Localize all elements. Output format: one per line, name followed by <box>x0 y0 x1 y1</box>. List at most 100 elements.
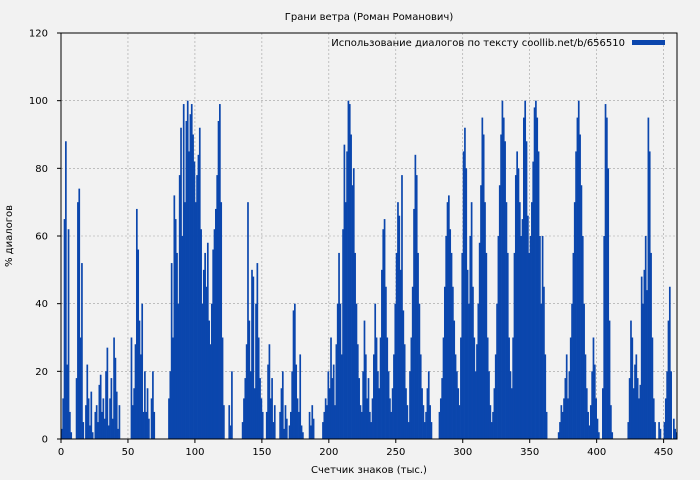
bar <box>130 337 133 439</box>
bar <box>492 411 494 439</box>
bar <box>513 252 516 439</box>
bar <box>356 344 359 439</box>
bar <box>557 432 560 439</box>
bar <box>172 337 174 439</box>
bar <box>445 236 448 439</box>
bar <box>421 388 423 439</box>
bar <box>347 100 350 440</box>
bar <box>466 269 469 439</box>
bar <box>387 371 390 439</box>
bar <box>106 347 109 439</box>
bar <box>635 354 638 439</box>
bar <box>391 388 394 439</box>
bar <box>350 134 352 439</box>
y-axis-ticks: 0 20 40 60 80 100 120 <box>29 29 61 446</box>
bar <box>596 418 599 439</box>
bar <box>374 303 377 439</box>
bar <box>533 107 536 440</box>
bar <box>565 354 568 439</box>
bar <box>413 208 415 439</box>
bar <box>216 175 219 439</box>
bar <box>133 388 135 439</box>
bar <box>78 188 81 439</box>
bar <box>501 100 504 440</box>
bar <box>248 320 251 439</box>
bar <box>496 303 498 439</box>
bar <box>427 371 430 439</box>
bar <box>243 398 245 439</box>
y-tick-label: 60 <box>35 232 48 243</box>
bar <box>244 378 247 439</box>
bar <box>339 303 342 439</box>
bar <box>346 151 348 440</box>
bar <box>382 229 385 439</box>
bar <box>131 405 134 439</box>
x-tick-label: 300 <box>453 447 472 458</box>
bar <box>482 134 485 439</box>
bar <box>185 120 188 439</box>
bar <box>529 236 532 439</box>
bar <box>577 100 580 440</box>
bar <box>284 405 287 439</box>
bar <box>265 411 268 439</box>
bar <box>607 168 610 439</box>
bar <box>181 236 184 439</box>
bar <box>610 405 612 439</box>
bar <box>220 202 223 439</box>
bar <box>508 337 510 439</box>
bar <box>497 236 500 439</box>
bar <box>485 252 488 439</box>
y-tick-label: 0 <box>42 435 48 446</box>
bar <box>363 320 366 439</box>
bar <box>279 411 281 439</box>
bar <box>425 411 427 439</box>
bar <box>564 378 567 439</box>
bar <box>134 344 137 439</box>
bar <box>89 425 91 439</box>
bar <box>448 195 450 439</box>
bar <box>300 425 303 439</box>
bar <box>477 303 480 439</box>
bar <box>632 388 635 439</box>
bar <box>647 117 650 439</box>
bar <box>544 354 547 439</box>
x-axis-label: Счетчик знаков (тыс.) <box>311 465 427 476</box>
y-axis-label: % диалогов <box>4 205 15 267</box>
bar <box>418 303 421 439</box>
bar <box>91 432 94 439</box>
bar <box>219 104 221 440</box>
bar <box>405 388 407 439</box>
x-tick-label: 450 <box>654 447 673 458</box>
bar <box>228 405 231 439</box>
bar <box>531 202 533 439</box>
bar <box>153 411 156 439</box>
bar <box>395 252 398 439</box>
bar <box>498 185 501 439</box>
bar <box>336 303 339 439</box>
bar <box>231 371 233 439</box>
bar <box>449 229 452 439</box>
bar <box>359 405 362 439</box>
bar <box>328 388 331 439</box>
bar <box>323 411 326 439</box>
bar <box>604 104 607 440</box>
bar <box>402 310 405 439</box>
bar <box>371 398 374 439</box>
bar <box>478 242 481 439</box>
bar <box>322 422 324 439</box>
bar <box>465 168 468 439</box>
bar <box>79 337 82 439</box>
bar <box>268 344 271 439</box>
bar <box>443 286 446 439</box>
bar <box>85 405 87 439</box>
bar <box>520 236 523 439</box>
bar <box>512 337 514 439</box>
x-tick-label: 150 <box>252 447 271 458</box>
bar <box>422 405 425 439</box>
x-axis-ticks: 0 50 100 150 200 250 300 350 400 450 <box>58 439 673 458</box>
bar <box>360 411 363 439</box>
bar <box>666 371 668 439</box>
bar <box>438 411 441 439</box>
bar <box>366 398 369 439</box>
bar <box>103 418 106 439</box>
